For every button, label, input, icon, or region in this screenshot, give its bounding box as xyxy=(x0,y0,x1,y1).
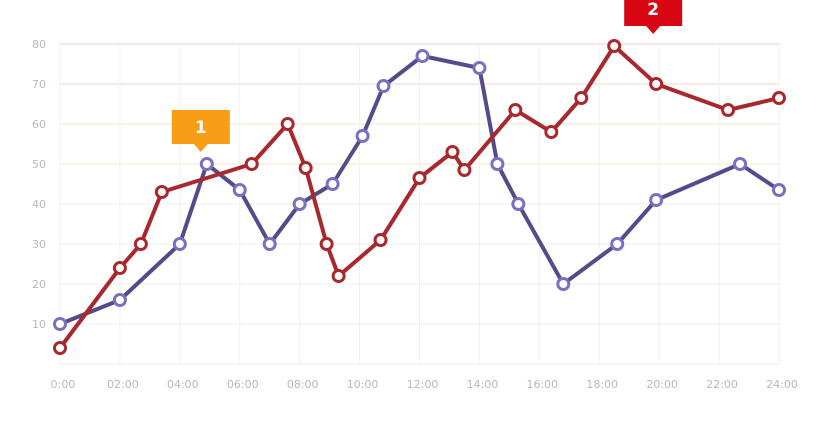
series-2-point[interactable] xyxy=(53,341,67,355)
annotation-pointer xyxy=(646,26,661,34)
series-1-point[interactable] xyxy=(172,237,187,251)
x-tick-label: 14:00 xyxy=(467,378,499,391)
y-tick-label: 50 xyxy=(32,158,46,171)
series-2-point[interactable] xyxy=(445,145,460,159)
y-tick-label: 70 xyxy=(32,78,46,91)
series-1-point[interactable] xyxy=(511,197,526,211)
series-2-point[interactable] xyxy=(280,117,295,131)
series-2-point[interactable] xyxy=(154,185,169,199)
annotation-2: 2 xyxy=(624,0,683,34)
series-1-point[interactable] xyxy=(649,193,664,207)
annotation-box xyxy=(624,0,683,26)
series-layer xyxy=(53,39,786,355)
x-tick-label: 22:00 xyxy=(706,378,738,391)
series-2-point[interactable] xyxy=(112,261,127,275)
x-tick-label: 10:00 xyxy=(347,378,379,391)
annotation-pointer xyxy=(193,144,208,152)
x-tick-label: 16:00 xyxy=(526,378,558,391)
series-1-point[interactable] xyxy=(772,183,786,197)
series-2-point[interactable] xyxy=(607,39,622,53)
series-1-point[interactable] xyxy=(376,79,391,93)
series-2-line xyxy=(58,44,781,350)
series-2-point[interactable] xyxy=(649,77,664,91)
series-2-point[interactable] xyxy=(331,269,346,283)
series-1-point[interactable] xyxy=(325,177,340,191)
series-2-point[interactable] xyxy=(133,237,148,251)
x-tick-label: 04:00 xyxy=(167,378,199,391)
x-tick-label: 20:00 xyxy=(646,378,678,391)
series-2-point[interactable] xyxy=(373,233,388,247)
y-tick-label: 60 xyxy=(32,118,46,131)
series-1-point[interactable] xyxy=(112,293,127,307)
series-1-point[interactable] xyxy=(490,157,505,171)
series-1-point[interactable] xyxy=(262,237,277,251)
series-2-point[interactable] xyxy=(772,91,786,105)
series-2-point[interactable] xyxy=(457,163,472,177)
annotation-label: 2 xyxy=(647,0,659,20)
x-tick-label: 24:00 xyxy=(766,378,798,391)
series-2-point[interactable] xyxy=(544,125,559,139)
series-1-point[interactable] xyxy=(292,197,307,211)
series-2-point[interactable] xyxy=(319,237,334,251)
series-1-point[interactable] xyxy=(53,317,67,331)
x-tick-label: 08:00 xyxy=(287,378,319,391)
x-tick-label: 06:00 xyxy=(227,378,259,391)
x-tick-labels: 0:00 02:00 04:00 06:00 08:00 10:00 12:00 14:00 1… xyxy=(51,378,798,391)
y-tick-label: 20 xyxy=(32,278,46,291)
x-tick-label: 02:00 xyxy=(107,378,139,391)
series-1-point[interactable] xyxy=(355,129,370,143)
series-2-point[interactable] xyxy=(574,91,589,105)
series-1-point[interactable] xyxy=(199,157,214,171)
series-2-point[interactable] xyxy=(298,161,313,175)
annotation-layer: 12 xyxy=(171,0,683,152)
x-tick-label: 0:00 xyxy=(51,378,76,391)
annotation-label: 1 xyxy=(195,118,207,138)
series-2 xyxy=(53,39,786,355)
y-tick-label: 40 xyxy=(32,198,46,211)
x-tick-label: 18:00 xyxy=(586,378,618,391)
series-2-point[interactable] xyxy=(412,171,427,185)
series-2-point[interactable] xyxy=(244,157,259,171)
annotation-box xyxy=(171,110,230,144)
series-1-point[interactable] xyxy=(556,277,571,291)
series-2-point[interactable] xyxy=(721,103,736,117)
annotation-1: 1 xyxy=(171,110,230,152)
series-1-point[interactable] xyxy=(472,61,487,75)
series-1-point[interactable] xyxy=(610,237,625,251)
y-tick-label: 80 xyxy=(32,38,46,51)
y-tick-label: 10 xyxy=(32,318,46,331)
series-1-point[interactable] xyxy=(415,49,430,63)
series-1-point[interactable] xyxy=(733,157,748,171)
x-tick-label: 12:00 xyxy=(407,378,439,391)
series-2-point[interactable] xyxy=(508,103,523,117)
series-1-point[interactable] xyxy=(232,183,247,197)
series-1 xyxy=(53,49,786,331)
y-tick-labels: 10 20 30 40 50 60 70 80 xyxy=(32,38,46,331)
y-tick-label: 30 xyxy=(32,238,46,251)
